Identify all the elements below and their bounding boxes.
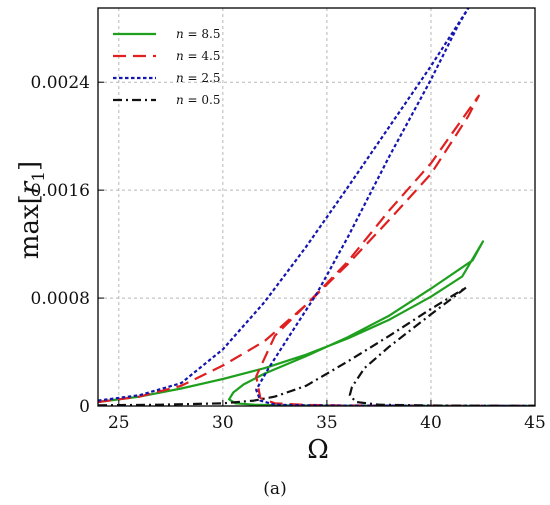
y-tick-label: 0 xyxy=(79,397,90,417)
legend-label: n = 0.5 xyxy=(176,93,221,107)
x-tick-label: 45 xyxy=(524,413,546,433)
y-title-prefix: max[ xyxy=(15,194,45,259)
x-tick-label: 35 xyxy=(316,413,338,433)
y-tick-label: 0.0016 xyxy=(31,181,90,201)
legend-label: n = 2.5 xyxy=(176,71,221,85)
series-line-2 xyxy=(98,94,535,406)
legend-label: n = 8.5 xyxy=(176,27,221,41)
legend-label-value: = 8.5 xyxy=(184,27,221,41)
legend-label-var: n xyxy=(176,27,184,41)
figure-caption: (a) xyxy=(263,479,286,499)
x-tick-label: 40 xyxy=(420,413,442,433)
legend-label: n = 4.5 xyxy=(176,49,221,63)
legend-label-var: n xyxy=(176,49,184,63)
plot-frame xyxy=(97,7,536,407)
axis-ticks: 25 30 35 40 45 0 0.0008 0.0016 0.0024 xyxy=(31,73,546,433)
legend-label-value: = 0.5 xyxy=(184,93,221,107)
grid xyxy=(98,8,535,406)
y-title-suffix: ] xyxy=(15,161,45,171)
y-tick-label: 0.0008 xyxy=(31,289,90,309)
series-line-4 xyxy=(98,286,535,406)
series-line-3 xyxy=(98,8,535,406)
y-axis-title: max[r1] xyxy=(15,161,49,259)
legend-label-value: = 2.5 xyxy=(184,71,221,85)
series-line-1 xyxy=(98,240,535,406)
x-tick-label: 25 xyxy=(108,413,130,433)
y-title-subscript: 1 xyxy=(29,171,49,182)
x-axis-title: Ω xyxy=(307,435,329,465)
y-tick-label: 0.0024 xyxy=(31,73,90,93)
y-title-var: r xyxy=(15,180,45,194)
series-lines xyxy=(98,8,535,406)
legend: n = 8.5n = 4.5n = 2.5n = 0.5 xyxy=(113,27,221,107)
legend-label-var: n xyxy=(176,71,184,85)
x-tick-label: 30 xyxy=(212,413,234,433)
legend-label-value: = 4.5 xyxy=(184,49,221,63)
legend-label-var: n xyxy=(176,93,184,107)
